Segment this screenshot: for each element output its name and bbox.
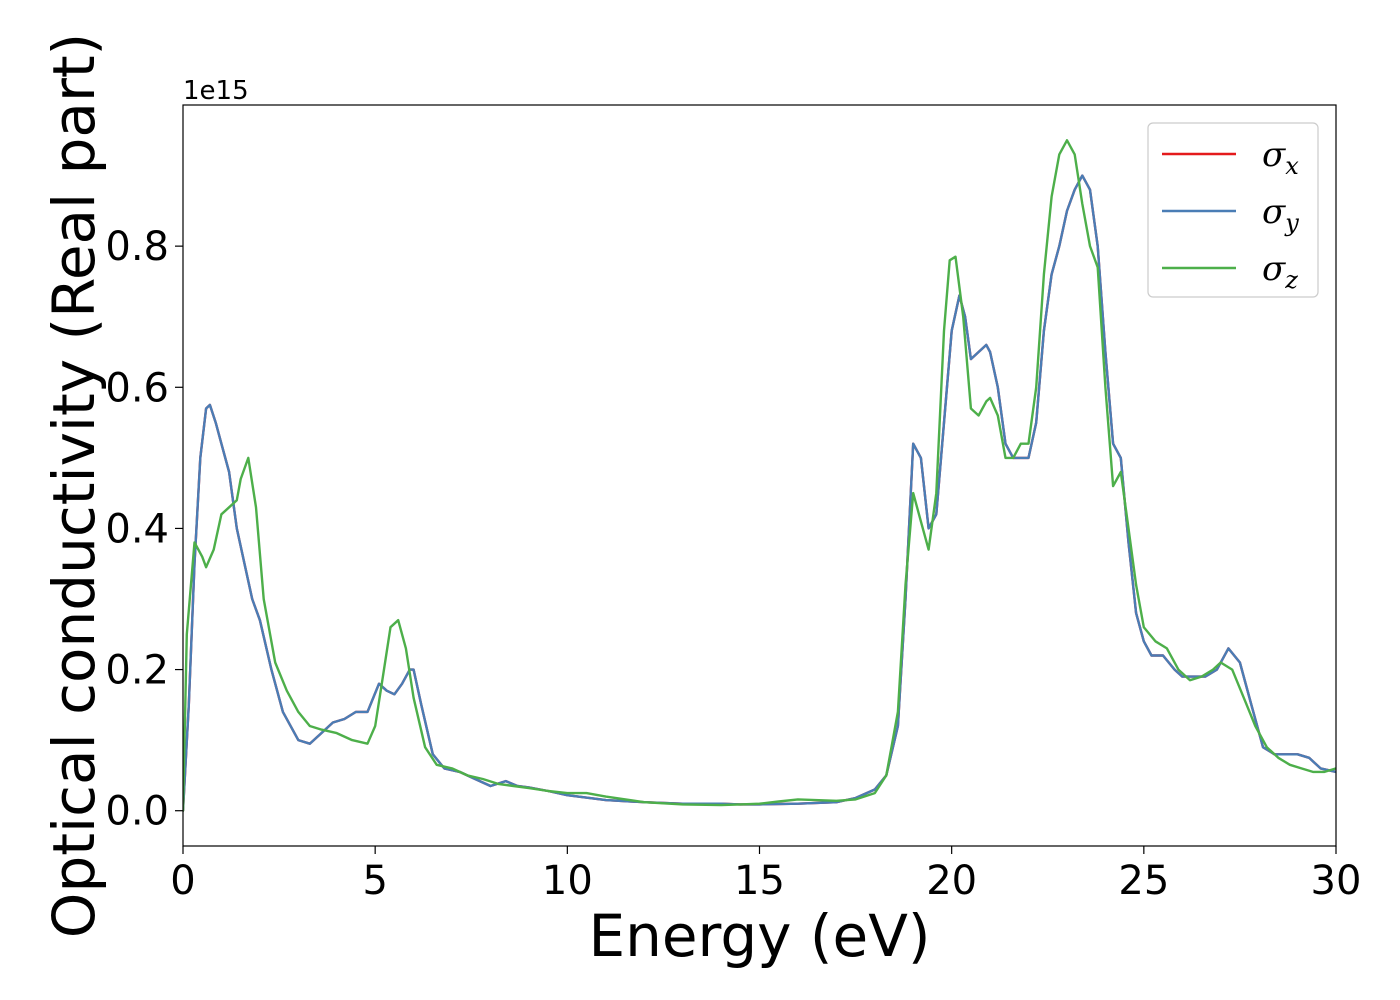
y-axis-ticks: 0.0 0.2 0.4 0.6 0.8 [105,224,183,835]
x-tick-label: 5 [362,858,387,904]
y-tick-label: 0.8 [105,224,169,270]
x-tick-label: 25 [1118,858,1169,904]
legend-label-x: σx [1262,135,1299,180]
x-tick-label: 30 [1311,858,1362,904]
y-offset-label: 1e15 [183,76,249,106]
x-tick-label: 20 [926,858,977,904]
legend-subscript: y [1284,209,1299,237]
y-tick-label: 0.2 [105,648,169,694]
legend-subscript: z [1284,266,1298,294]
x-tick-label: 0 [170,858,195,904]
y-tick-label: 0.4 [105,506,169,552]
legend-symbol: σ [1262,192,1286,232]
legend-subscript: x [1285,152,1299,180]
series-lines [183,139,1336,812]
x-axis-ticks: 0 5 10 15 20 25 30 [170,846,1361,904]
y-tick-label: 0.6 [105,365,169,411]
legend-symbol: σ [1262,249,1286,289]
series-line-z [183,139,1336,812]
x-tick-label: 10 [542,858,593,904]
x-axis-title: Energy (eV) [588,902,930,970]
legend-label-y: σy [1262,192,1299,237]
y-tick-label: 0.0 [105,789,169,835]
y-axis-title: Optical conductivity (Real part) [40,33,108,938]
x-tick-label: 15 [734,858,785,904]
series-line-y [183,174,1336,812]
legend-symbol: σ [1262,135,1286,175]
legend-label-z: σz [1262,249,1298,294]
